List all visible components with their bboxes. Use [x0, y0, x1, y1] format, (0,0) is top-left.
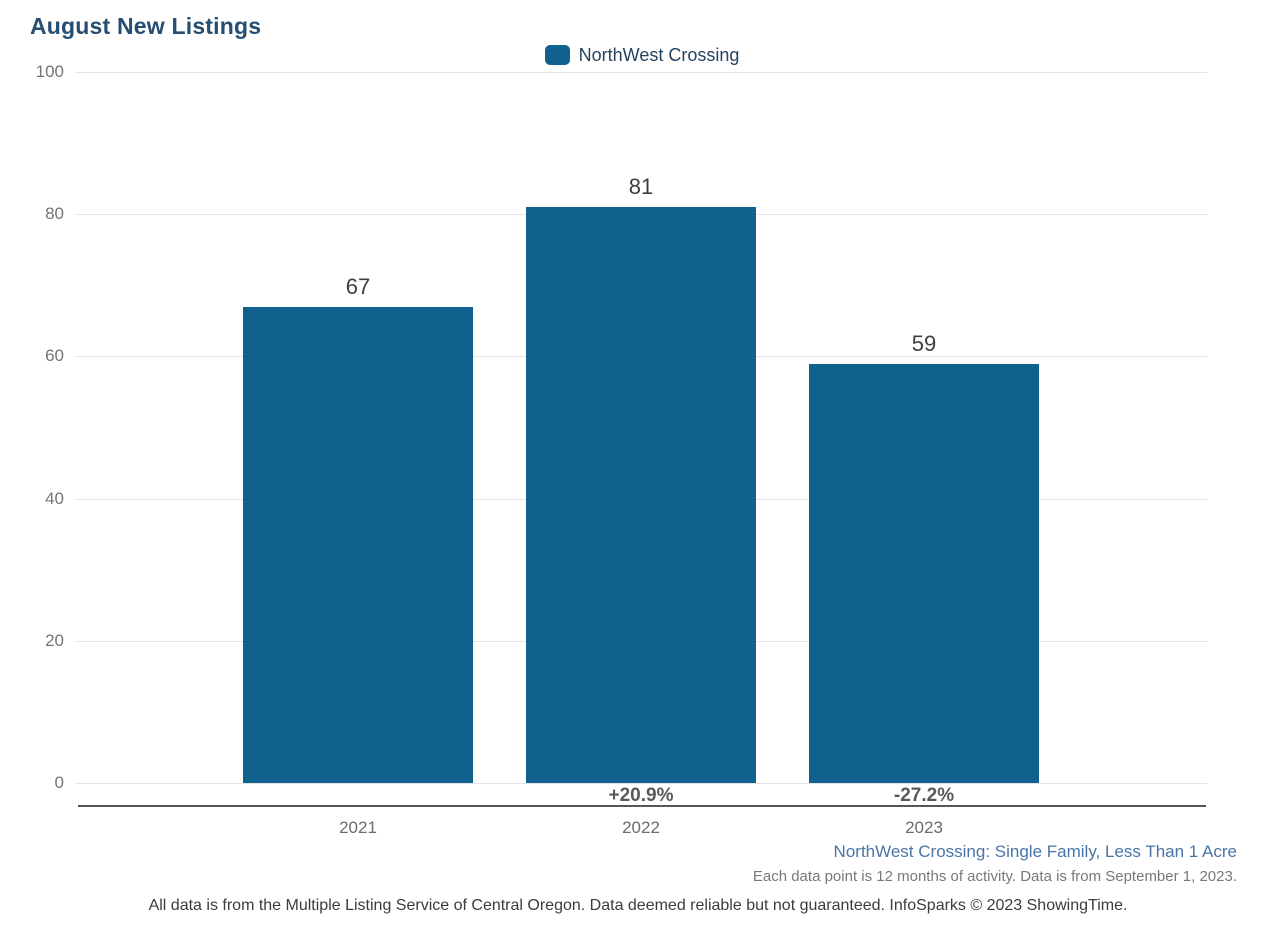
footnote-disclaimer: All data is from the Multiple Listing Se… — [148, 897, 1128, 914]
x-axis-line — [78, 805, 1206, 807]
chart-title: August New Listings — [30, 13, 262, 39]
bar-group-2023: 59 — [809, 331, 1039, 783]
y-axis-tick-label: 100 — [35, 62, 64, 81]
y-axis-tick-label: 0 — [54, 773, 64, 792]
footnote-data-note: Each data point is 12 months of activity… — [752, 868, 1237, 885]
y-axis-labels: 0 20 40 60 80 100 — [0, 62, 64, 792]
bar[interactable] — [809, 363, 1039, 783]
y-axis-tick-label: 80 — [45, 204, 64, 224]
bar[interactable] — [526, 207, 756, 783]
y-axis-tick-label: 60 — [45, 346, 64, 366]
bar[interactable] — [243, 306, 473, 783]
footnote-segment: NorthWest Crossing: Single Family, Less … — [833, 842, 1237, 861]
gridline — [75, 72, 1207, 73]
bar-group-2022: 81 — [526, 174, 756, 783]
legend-swatch — [544, 45, 570, 65]
pct-change-row: +20.9% -27.2% — [75, 785, 1207, 807]
bar-group-2021: 67 — [243, 274, 473, 783]
y-axis-tick-label: 40 — [45, 488, 64, 508]
x-axis-tick-label: 2023 — [905, 818, 943, 837]
pct-change-label: -27.2% — [893, 785, 955, 806]
pct-change-label: +20.9% — [608, 785, 674, 806]
y-axis-tick-label: 20 — [45, 630, 64, 650]
x-axis-tick-label: 2022 — [622, 818, 660, 837]
legend-label: NorthWest Crossing — [578, 44, 740, 65]
bar-value-label: 81 — [628, 174, 654, 200]
x-axis-labels: 2021 2022 2023 — [75, 818, 1207, 838]
x-axis-tick-label: 2021 — [339, 818, 377, 837]
legend[interactable]: NorthWest Crossing — [0, 42, 1284, 68]
bar-value-label: 59 — [911, 330, 937, 356]
bar-value-label: 67 — [345, 273, 371, 299]
plot-area: 67 81 59 — [75, 72, 1207, 784]
gridline — [75, 783, 1207, 784]
